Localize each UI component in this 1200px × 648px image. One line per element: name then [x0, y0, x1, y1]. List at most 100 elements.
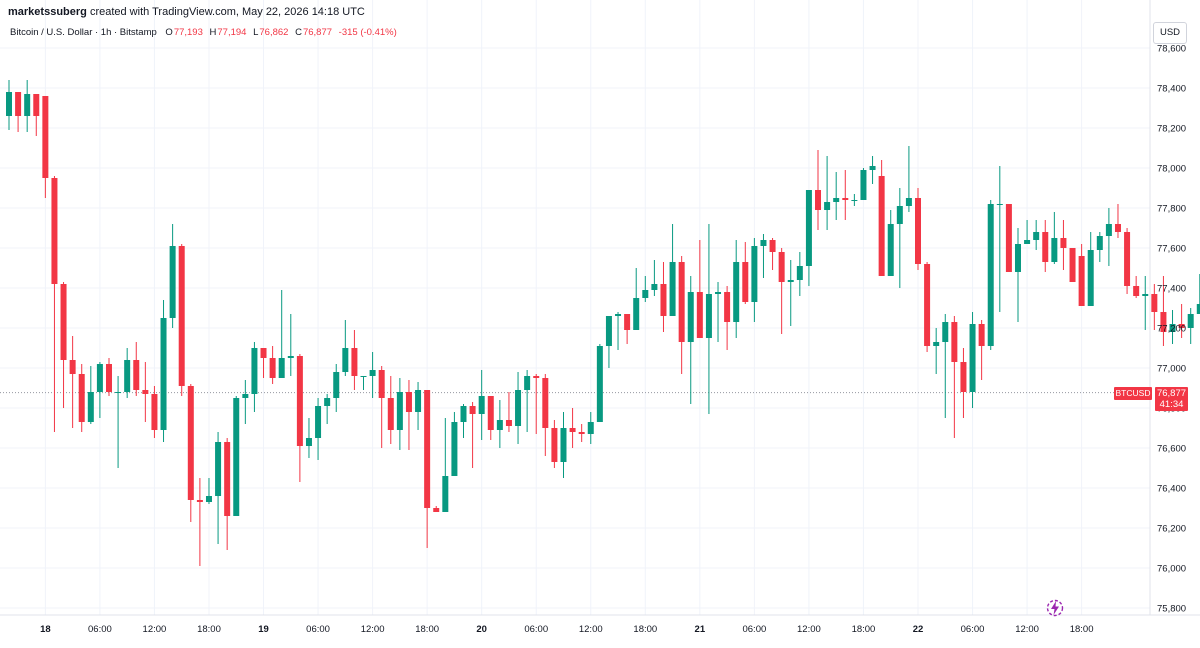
x-tick-label: 12:00	[797, 624, 821, 635]
candle	[796, 252, 803, 296]
ohlc-legend: Bitcoin / U.S. Dollar · 1h · Bitstamp O7…	[10, 27, 401, 38]
high-label: H	[209, 27, 217, 38]
candle-body	[942, 322, 949, 342]
currency-label: USD	[1159, 27, 1181, 38]
candle	[896, 188, 903, 288]
x-tick-label: 18	[40, 624, 51, 635]
candle-body	[1160, 312, 1167, 332]
candle-body	[1151, 294, 1158, 312]
change-value: -315 (-0.41%)	[338, 27, 397, 38]
candle	[533, 374, 540, 434]
candle-body	[187, 386, 194, 500]
candle	[378, 366, 385, 448]
candle	[196, 478, 203, 566]
high-value: 77,194	[217, 27, 247, 38]
candle	[1005, 204, 1012, 272]
candle-body	[451, 422, 458, 476]
candle-body	[1051, 238, 1058, 262]
candle	[1024, 220, 1031, 244]
candle	[96, 362, 103, 418]
candle-body	[442, 476, 449, 512]
candle	[869, 156, 876, 184]
candle	[551, 420, 558, 468]
open-value: 77,193	[173, 27, 203, 38]
candle	[387, 376, 394, 444]
candle-body	[278, 358, 285, 378]
candle-body	[751, 246, 758, 302]
candle-body	[924, 264, 931, 346]
candle	[742, 242, 749, 304]
candle	[451, 412, 458, 476]
candle-body	[624, 314, 631, 330]
x-tick-label: 18:00	[633, 624, 657, 635]
candle	[1124, 228, 1131, 294]
candle	[733, 240, 740, 338]
candle	[105, 358, 112, 396]
candle	[1042, 220, 1049, 272]
candle-body	[1169, 324, 1176, 332]
candle-body	[42, 96, 49, 178]
candle-body	[415, 390, 422, 412]
candle-body	[524, 376, 531, 390]
candle	[87, 366, 94, 424]
lightning-bolt-icon[interactable]	[1045, 598, 1065, 618]
candle	[905, 146, 912, 212]
y-tick-label: 77,400	[1157, 284, 1186, 295]
candle	[287, 314, 294, 376]
x-tick-label: 12:00	[579, 624, 603, 635]
candle-body	[205, 496, 212, 502]
candle	[687, 276, 694, 404]
candle	[1060, 220, 1067, 270]
last-price-value: 76,877	[1156, 388, 1187, 399]
candle	[760, 234, 767, 278]
watermark-header: marketssuberg created with TradingView.c…	[8, 6, 365, 18]
candle-body	[742, 262, 749, 302]
candle	[705, 224, 712, 414]
close-label: C	[295, 27, 302, 38]
candle-body	[715, 292, 722, 294]
candle-body	[487, 396, 494, 430]
candle-body	[315, 406, 322, 438]
candle-body	[551, 428, 558, 462]
candle	[124, 348, 131, 398]
y-tick-label: 78,000	[1157, 164, 1186, 175]
candle-body	[1196, 304, 1200, 314]
candle-body	[905, 198, 912, 206]
candle-body	[1114, 224, 1121, 232]
candle	[805, 190, 812, 286]
candle-body	[333, 372, 340, 398]
candle	[33, 94, 40, 136]
candle	[415, 382, 422, 430]
candle-body	[660, 284, 667, 316]
candle-body	[215, 442, 222, 496]
currency-button[interactable]: USD	[1153, 22, 1187, 44]
y-tick-label: 77,600	[1157, 244, 1186, 255]
candle	[333, 364, 340, 412]
y-tick-label: 78,400	[1157, 84, 1186, 95]
candle-body	[833, 198, 840, 202]
candle	[478, 370, 485, 440]
candle	[342, 320, 349, 376]
candle	[642, 276, 649, 302]
candle-body	[724, 292, 731, 322]
candle	[487, 396, 494, 440]
x-tick-label: 06:00	[961, 624, 985, 635]
candle-body	[569, 428, 576, 432]
x-tick-label: 12:00	[361, 624, 385, 635]
candle-body	[769, 240, 776, 252]
candle	[942, 314, 949, 418]
candle-body	[951, 322, 958, 362]
candle	[142, 362, 149, 422]
candle	[815, 150, 822, 230]
candle-body	[60, 284, 67, 360]
candle	[1105, 208, 1112, 266]
candle-body	[78, 374, 85, 422]
candle	[1133, 276, 1140, 298]
candle-body	[424, 390, 431, 508]
candle-body	[896, 206, 903, 224]
candle	[205, 478, 212, 504]
x-tick-label: 06:00	[88, 624, 112, 635]
x-tick-label: 12:00	[143, 624, 167, 635]
